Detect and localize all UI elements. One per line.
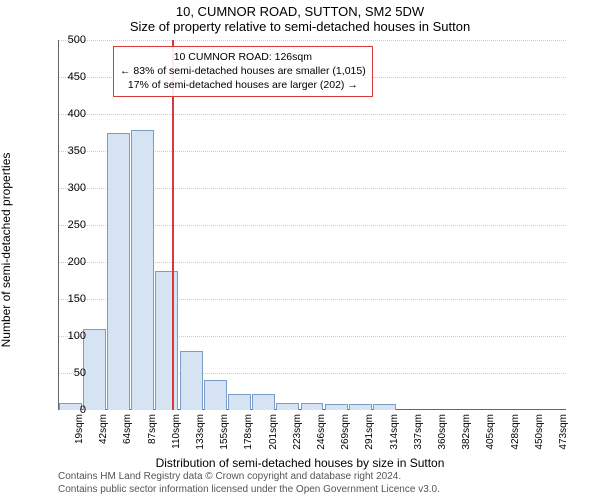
attribution-footer: Contains HM Land Registry data © Crown c… xyxy=(58,471,440,496)
x-axis-label: Distribution of semi-detached houses by … xyxy=(156,456,445,470)
x-tick-label: 360sqm xyxy=(437,414,448,450)
x-tick-label: 42sqm xyxy=(98,414,109,444)
y-tick-label: 400 xyxy=(46,108,86,120)
y-tick-label: 500 xyxy=(46,34,86,46)
footer-line-1: Contains HM Land Registry data © Crown c… xyxy=(58,471,440,484)
y-tick-label: 350 xyxy=(46,145,86,157)
x-tick-label: 155sqm xyxy=(219,414,230,450)
page-subtitle: Size of property relative to semi-detach… xyxy=(0,19,600,36)
histogram-bar xyxy=(325,404,348,410)
histogram-bar xyxy=(228,394,251,410)
x-tick-label: 201sqm xyxy=(268,414,279,450)
x-tick-label: 87sqm xyxy=(147,414,158,444)
histogram-bar xyxy=(301,403,324,410)
x-tick-label: 450sqm xyxy=(534,414,545,450)
gridline xyxy=(58,40,566,41)
y-tick-label: 50 xyxy=(46,367,86,379)
y-tick-label: 200 xyxy=(46,256,86,268)
annotation-line: ← 83% of semi-detached houses are smalle… xyxy=(120,64,366,78)
x-tick-label: 337sqm xyxy=(413,414,424,450)
histogram-bar xyxy=(349,404,372,410)
x-tick-label: 428sqm xyxy=(510,414,521,450)
annotation-box: 10 CUMNOR ROAD: 126sqm← 83% of semi-deta… xyxy=(113,46,373,97)
histogram-bar xyxy=(276,403,299,410)
x-tick-label: 405sqm xyxy=(485,414,496,450)
y-tick-label: 250 xyxy=(46,219,86,231)
histogram-bar xyxy=(155,271,178,410)
x-tick-label: 314sqm xyxy=(389,414,400,450)
histogram-bar xyxy=(373,404,396,410)
histogram-bar xyxy=(107,133,130,411)
histogram-bar xyxy=(131,130,154,410)
histogram-bar xyxy=(252,394,275,410)
x-tick-label: 246sqm xyxy=(316,414,327,450)
annotation-line: 10 CUMNOR ROAD: 126sqm xyxy=(120,50,366,64)
x-tick-label: 269sqm xyxy=(340,414,351,450)
x-tick-label: 291sqm xyxy=(364,414,375,450)
histogram-bar xyxy=(83,329,106,410)
x-tick-label: 178sqm xyxy=(243,414,254,450)
x-tick-label: 223sqm xyxy=(292,414,303,450)
x-tick-label: 64sqm xyxy=(122,414,133,444)
footer-line-2: Contains public sector information licen… xyxy=(58,484,440,497)
x-tick-label: 473sqm xyxy=(558,414,569,450)
x-tick-label: 110sqm xyxy=(171,414,182,449)
y-tick-label: 450 xyxy=(46,71,86,83)
y-axis-label: Number of semi-detached properties xyxy=(0,153,13,348)
y-tick-label: 300 xyxy=(46,182,86,194)
annotation-line: 17% of semi-detached houses are larger (… xyxy=(120,78,366,92)
histogram-bar xyxy=(204,380,227,410)
x-tick-label: 133sqm xyxy=(195,414,206,450)
y-tick-label: 150 xyxy=(46,293,86,305)
histogram-chart: 10 CUMNOR ROAD: 126sqm← 83% of semi-deta… xyxy=(58,40,566,410)
y-tick-label: 100 xyxy=(46,330,86,342)
gridline xyxy=(58,114,566,115)
histogram-bar xyxy=(180,351,203,410)
x-tick-label: 382sqm xyxy=(461,414,472,450)
page-title: 10, CUMNOR ROAD, SUTTON, SM2 5DW xyxy=(0,0,600,19)
x-tick-label: 19sqm xyxy=(74,414,85,444)
